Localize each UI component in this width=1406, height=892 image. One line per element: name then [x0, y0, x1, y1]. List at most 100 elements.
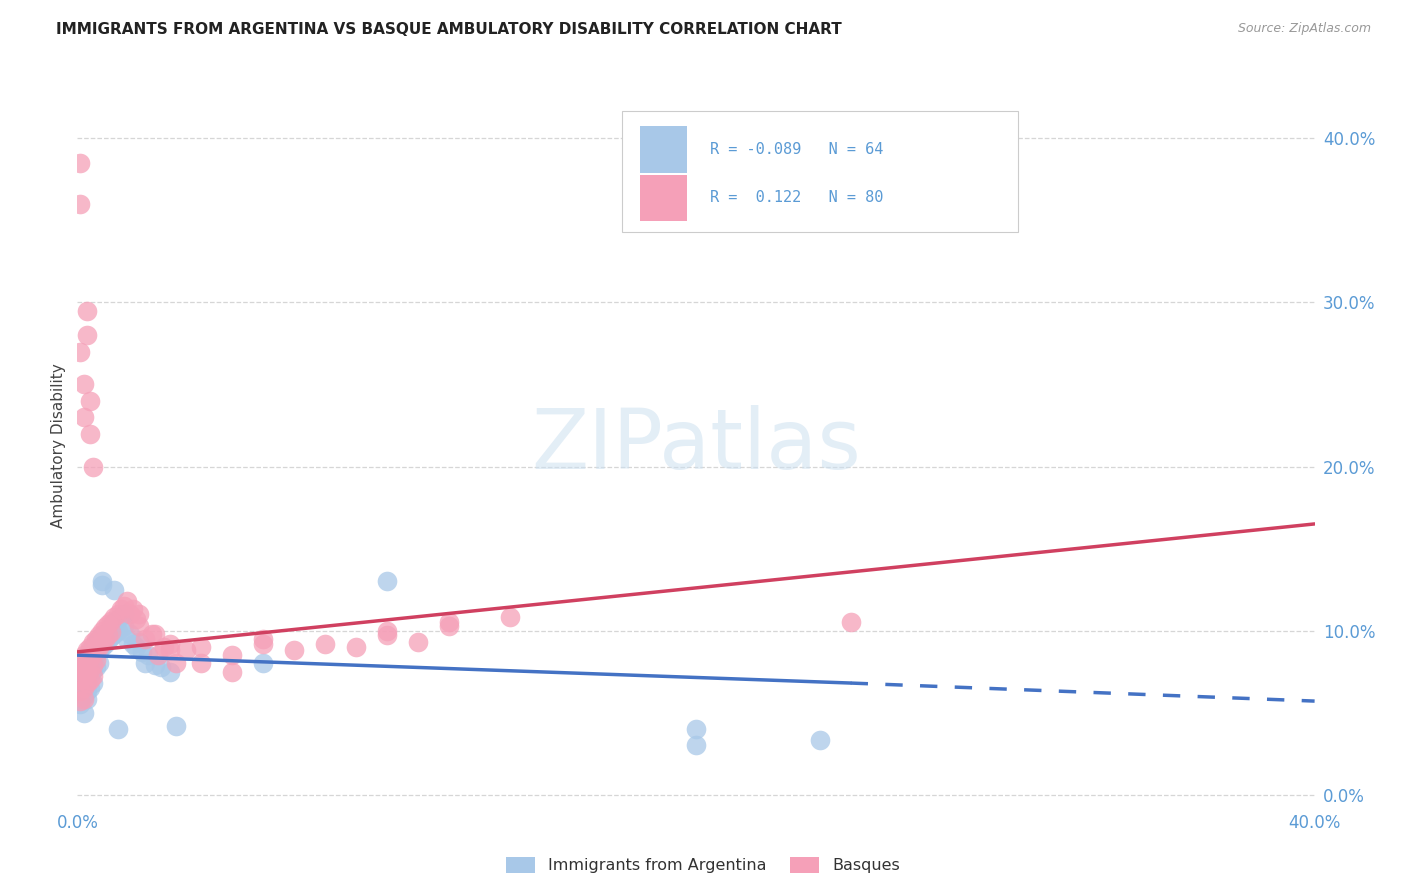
Point	[82, 459, 104, 474]
Point	[69, 668, 91, 682]
Point	[69, 657, 91, 671]
Point	[69, 663, 91, 677]
Point	[76, 669, 98, 683]
Point	[128, 607, 150, 622]
Point	[91, 640, 114, 654]
Point	[72, 681, 94, 695]
Point	[499, 610, 522, 624]
Point	[69, 684, 91, 698]
Point	[76, 643, 98, 657]
Point	[159, 643, 181, 657]
Point	[190, 657, 212, 671]
Point	[82, 669, 104, 683]
Point	[87, 640, 110, 654]
Point	[79, 640, 101, 654]
Point	[72, 689, 94, 703]
Point	[252, 657, 274, 671]
Point	[91, 628, 114, 642]
Point	[69, 653, 91, 667]
Point	[84, 635, 107, 649]
Point	[69, 197, 91, 211]
Point	[110, 602, 132, 616]
Point	[72, 410, 94, 425]
Point	[685, 739, 707, 753]
Point	[122, 602, 145, 616]
Point	[406, 635, 429, 649]
Point	[118, 627, 141, 641]
Point	[159, 665, 181, 679]
Point	[149, 659, 172, 673]
Point	[76, 676, 98, 690]
Point	[685, 722, 707, 736]
Point	[91, 624, 114, 638]
Point	[72, 669, 94, 683]
Point	[375, 624, 398, 638]
Point	[94, 627, 117, 641]
Point	[79, 668, 101, 682]
Point	[91, 577, 114, 591]
Point	[87, 632, 110, 646]
Point	[94, 620, 117, 634]
Point	[103, 615, 125, 630]
Point	[437, 615, 460, 630]
Point	[69, 156, 91, 170]
Point	[252, 632, 274, 646]
Point	[76, 648, 98, 662]
Point	[87, 643, 110, 657]
Point	[97, 624, 120, 638]
Point	[153, 640, 176, 654]
Point	[190, 640, 212, 654]
Point	[79, 643, 101, 657]
Point	[79, 651, 101, 665]
Point	[165, 719, 187, 733]
Point	[97, 617, 120, 632]
Point	[375, 574, 398, 589]
Point	[115, 594, 138, 608]
Point	[344, 640, 367, 654]
Point	[125, 612, 148, 626]
Point	[221, 648, 243, 662]
FancyBboxPatch shape	[640, 175, 688, 221]
Point	[112, 607, 135, 622]
Point	[100, 618, 122, 632]
Point	[91, 635, 114, 649]
Text: Source: ZipAtlas.com: Source: ZipAtlas.com	[1237, 22, 1371, 36]
Point	[143, 627, 166, 641]
Point	[76, 692, 98, 706]
Point	[87, 628, 110, 642]
Point	[79, 681, 101, 695]
Point	[82, 663, 104, 677]
Point	[79, 393, 101, 408]
Point	[134, 632, 156, 646]
Text: IMMIGRANTS FROM ARGENTINA VS BASQUE AMBULATORY DISABILITY CORRELATION CHART: IMMIGRANTS FROM ARGENTINA VS BASQUE AMBU…	[56, 22, 842, 37]
Point	[94, 637, 117, 651]
Text: ZIPatlas: ZIPatlas	[531, 406, 860, 486]
Point	[84, 648, 107, 662]
Text: R = -0.089   N = 64: R = -0.089 N = 64	[710, 142, 883, 157]
Point	[82, 658, 104, 673]
Point	[115, 632, 138, 646]
Point	[100, 614, 122, 628]
Point	[314, 637, 336, 651]
Point	[159, 637, 181, 651]
Point	[87, 657, 110, 671]
Point	[839, 615, 862, 630]
Point	[283, 643, 305, 657]
Y-axis label: Ambulatory Disability: Ambulatory Disability	[51, 364, 66, 528]
Point	[128, 618, 150, 632]
Point	[79, 663, 101, 677]
Point	[91, 574, 114, 589]
Point	[122, 637, 145, 651]
Point	[76, 653, 98, 667]
Point	[82, 647, 104, 661]
Point	[107, 624, 129, 638]
Point	[69, 344, 91, 359]
Text: R =  0.122   N = 80: R = 0.122 N = 80	[710, 191, 883, 205]
Point	[112, 618, 135, 632]
Point	[107, 607, 129, 622]
Point	[84, 659, 107, 673]
Point	[143, 658, 166, 673]
Point	[118, 607, 141, 622]
Point	[128, 635, 150, 649]
Point	[79, 426, 101, 441]
